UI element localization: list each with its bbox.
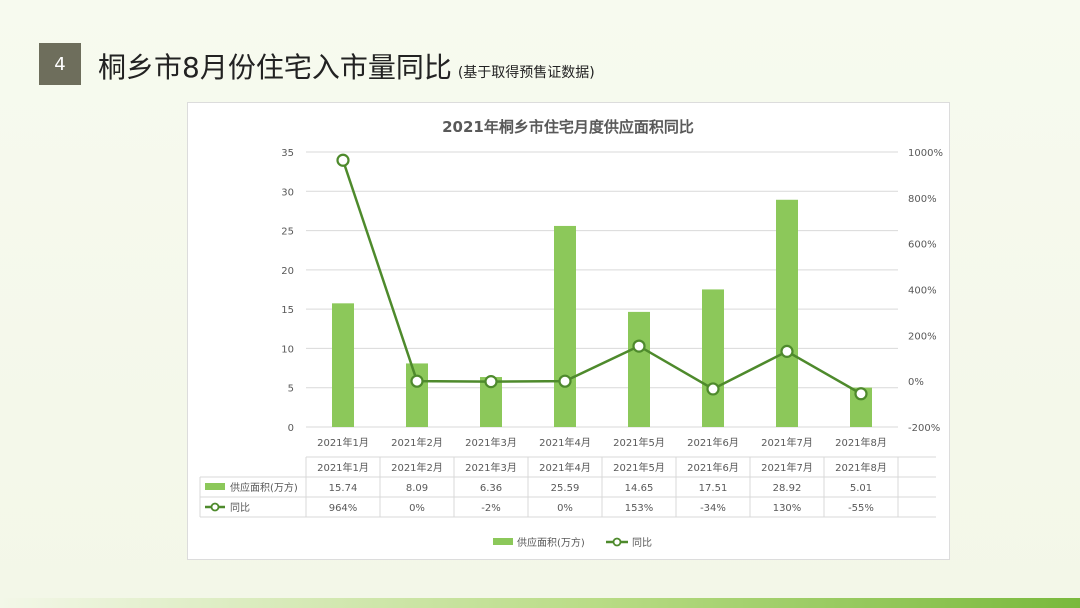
table-cell: 15.74: [329, 483, 358, 494]
combo-chart: 2021年桐乡市住宅月度供应面积同比 0 5 10 15 20 25 30 35 -200% 0…: [199, 118, 943, 549]
table-cell: 964%: [329, 503, 358, 514]
table-cell: 130%: [773, 503, 802, 514]
table-cell: 0%: [557, 503, 573, 514]
line-point: [558, 374, 572, 388]
table-header-cell: 2021年5月: [613, 461, 665, 474]
table-cell: 17.51: [699, 483, 728, 494]
line-point: [410, 374, 424, 388]
table-header-cell: 2021年1月: [317, 461, 369, 474]
y-right-tick-label: 0%: [908, 377, 924, 388]
line-point: [336, 153, 350, 167]
bar: [850, 387, 872, 427]
table-cell: 25.59: [551, 483, 580, 494]
x-tick-label: 2021年4月: [539, 436, 591, 449]
bar: [628, 311, 650, 427]
line-point: [780, 344, 794, 358]
line-point: [632, 339, 646, 353]
x-tick-label: 2021年6月: [687, 436, 739, 449]
y-left-tick-label: 20: [281, 266, 294, 277]
table-cell: -55%: [848, 503, 874, 514]
y-right-tick-label: 200%: [908, 331, 937, 342]
chart-panel: 2021年桐乡市住宅月度供应面积同比 0 5 10 15 20 25 30 35 -200% 0…: [187, 102, 950, 560]
x-tick-label: 2021年1月: [317, 436, 369, 449]
legend-label: 同比: [632, 537, 652, 549]
y-left-tick-label: 15: [281, 305, 294, 316]
table-cell: 0%: [409, 503, 425, 514]
y-left-tick-label: 30: [281, 187, 294, 198]
table-line-key-marker: [210, 502, 220, 512]
table-cell: 6.36: [480, 483, 502, 494]
y-left-tick-label: 0: [288, 423, 294, 434]
table-bar-key: [205, 483, 225, 490]
legend-line-key-marker: [612, 537, 622, 547]
slide-title-main: 桐乡市8月份住宅入市量同比: [98, 51, 452, 84]
table-cell: -2%: [481, 503, 500, 514]
table-header-cell: 2021年3月: [465, 461, 517, 474]
table-header-cell: 2021年8月: [835, 461, 887, 474]
y-right-tick-label: 600%: [908, 240, 937, 251]
x-tick-label: 2021年2月: [391, 436, 443, 449]
x-tick-label: 2021年5月: [613, 436, 665, 449]
y-right-tick-label: 800%: [908, 194, 937, 205]
bar: [332, 303, 354, 427]
table-cell: -34%: [700, 503, 726, 514]
bar: [776, 199, 798, 427]
table-row-label: 同比: [230, 502, 250, 514]
table-cell: 153%: [625, 503, 654, 514]
y-left-tick-label: 5: [288, 384, 294, 395]
x-tick-label: 2021年3月: [465, 436, 517, 449]
table-cell: 28.92: [773, 483, 802, 494]
table-header-cell: 2021年7月: [761, 461, 813, 474]
line-point: [484, 375, 498, 389]
y-left-tick-label: 10: [281, 344, 294, 355]
y-right-tick-label: 1000%: [908, 148, 943, 159]
table-cell: 5.01: [850, 483, 872, 494]
line-series-yoy: [341, 159, 862, 395]
slide-title: 桐乡市8月份住宅入市量同比 (基于取得预售证数据): [98, 46, 595, 86]
table-cell: 8.09: [406, 483, 428, 494]
chart-title: 2021年桐乡市住宅月度供应面积同比: [442, 118, 694, 136]
slide-number: 4: [39, 43, 81, 85]
bar: [406, 363, 428, 427]
bar: [554, 225, 576, 427]
table-header-cell: 2021年6月: [687, 461, 739, 474]
table-header-cell: 2021年2月: [391, 461, 443, 474]
bar: [480, 377, 502, 427]
table-header-cell: 2021年4月: [539, 461, 591, 474]
y-right-tick-label: 400%: [908, 286, 937, 297]
x-tick-label: 2021年8月: [835, 436, 887, 449]
bar: [702, 289, 724, 427]
x-tick-label: 2021年7月: [761, 436, 813, 449]
legend-bar-key: [493, 538, 513, 545]
line-point: [706, 382, 720, 396]
slide-title-subtitle: (基于取得预售证数据): [457, 65, 595, 81]
y-left-tick-label: 35: [281, 148, 294, 159]
table-row-label: 供应面积(万方): [230, 481, 298, 494]
y-right-tick-label: -200%: [908, 423, 940, 434]
table-cell: 14.65: [625, 483, 654, 494]
y-left-tick-label: 25: [281, 227, 294, 238]
legend-label: 供应面积(万方): [517, 536, 585, 549]
line-point: [854, 387, 868, 401]
decorative-bottom-bar: [0, 598, 1080, 608]
